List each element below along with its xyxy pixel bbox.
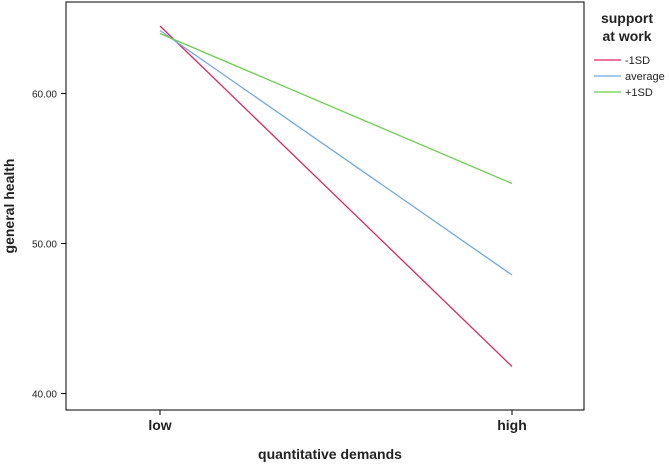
legend-title-line-2: at work <box>602 28 651 44</box>
y-axis-title: general health <box>1 159 17 254</box>
x-tick-label: low <box>148 417 171 433</box>
x-axis-title: quantitative demands <box>258 446 402 462</box>
legend-items: -1SD average +1SD <box>594 55 665 99</box>
legend-label: average <box>625 71 665 83</box>
y-tick-label: 40.00 <box>32 390 57 401</box>
legend-label: +1SD <box>625 87 653 99</box>
series-line-1sd <box>159 32 513 185</box>
y-tick-label: 50.00 <box>32 240 57 251</box>
plot-area <box>65 1 585 411</box>
series-lines <box>159 25 513 367</box>
x-tick-label: high <box>497 417 527 433</box>
legend-label: -1SD <box>625 55 650 67</box>
series-line-average <box>159 29 513 276</box>
legend: support at work -1SD average +1SD <box>594 10 665 99</box>
series-line-1sd <box>159 25 513 367</box>
legend-title-line-1: support <box>601 10 653 26</box>
y-tick-label: 60.00 <box>32 90 57 101</box>
x-axis-ticks: low high <box>148 410 527 433</box>
y-axis-ticks: 40.00 50.00 60.00 <box>32 90 66 401</box>
